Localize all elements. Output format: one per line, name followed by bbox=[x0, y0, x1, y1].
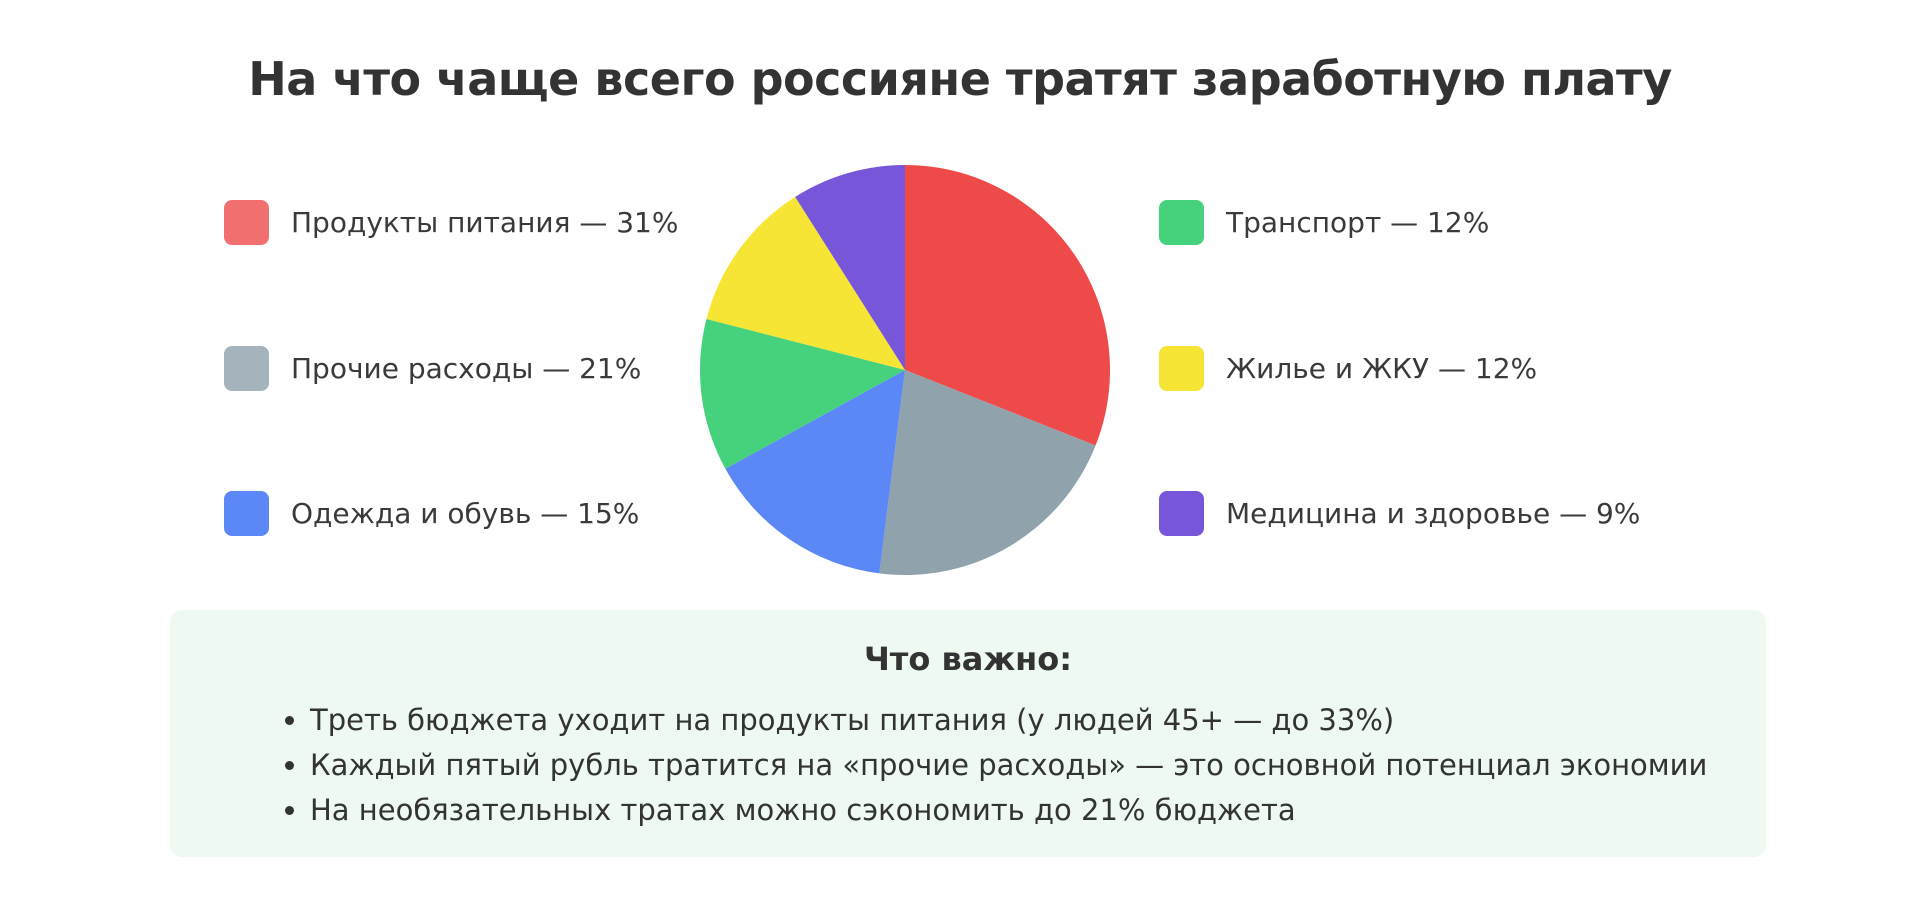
pie-slice-clothing bbox=[725, 370, 905, 574]
legend-item-medicine: Медицина и здоровье — 9% bbox=[1159, 489, 1640, 537]
legend-label-clothing: Одежда и обувь — 15% bbox=[291, 496, 640, 530]
notes-panel: Что важно: Треть бюджета уходит на проду… bbox=[170, 610, 1766, 857]
legend-item-housing: Жилье и ЖКУ — 12% bbox=[1159, 344, 1537, 392]
legend-item-food: Продукты питания — 31% bbox=[224, 198, 678, 246]
legend-swatch-clothing bbox=[224, 490, 269, 536]
legend-swatch-other bbox=[224, 345, 269, 391]
legend-label-other: Прочие расходы — 21% bbox=[291, 351, 642, 385]
pie-chart bbox=[700, 165, 1110, 575]
pie-slice-transport bbox=[700, 319, 905, 469]
legend-swatch-housing bbox=[1159, 345, 1204, 391]
legend-label-food: Продукты питания — 31% bbox=[291, 205, 679, 239]
notes-list: Треть бюджета уходит на продукты питания… bbox=[280, 698, 1707, 833]
pie-slice-housing bbox=[706, 196, 905, 370]
notes-item: Каждый пятый рубль тратится на «прочие р… bbox=[310, 743, 1707, 788]
pie-slice-other bbox=[879, 370, 1096, 575]
legend-label-transport: Транспорт — 12% bbox=[1226, 205, 1490, 239]
legend-label-housing: Жилье и ЖКУ — 12% bbox=[1226, 351, 1538, 385]
legend-swatch-transport bbox=[1159, 199, 1204, 245]
legend-swatch-food bbox=[224, 199, 269, 245]
legend-item-transport: Транспорт — 12% bbox=[1159, 198, 1489, 246]
notes-item: На необязательных тратах можно сэкономит… bbox=[310, 788, 1707, 833]
notes-heading: Что важно: bbox=[863, 640, 1073, 678]
pie-slice-food bbox=[905, 165, 1110, 446]
notes-item: Треть бюджета уходит на продукты питания… bbox=[310, 698, 1707, 743]
legend-item-clothing: Одежда и обувь — 15% bbox=[224, 489, 639, 537]
chart-title: На что чаще всего россияне тратят зарабо… bbox=[248, 52, 1672, 106]
legend-item-other: Прочие расходы — 21% bbox=[224, 344, 641, 392]
legend-label-medicine: Медицина и здоровье — 9% bbox=[1226, 496, 1641, 530]
pie-slice-medicine bbox=[795, 165, 905, 370]
legend-swatch-medicine bbox=[1159, 490, 1204, 536]
